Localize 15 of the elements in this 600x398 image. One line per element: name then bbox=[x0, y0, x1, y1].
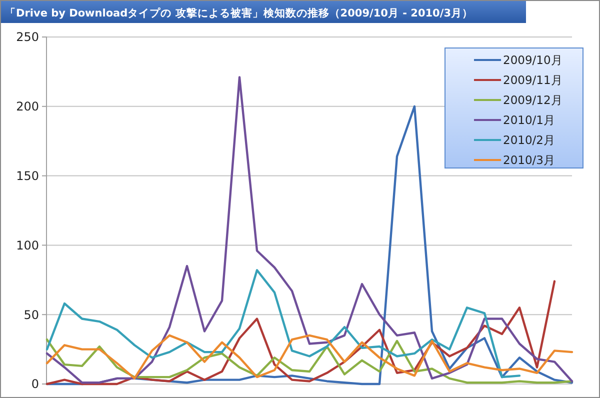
y-tick-label: 0 bbox=[31, 377, 39, 392]
y-tick-label: 50 bbox=[24, 308, 39, 322]
legend-label: 2009/10月 bbox=[503, 53, 563, 68]
line-series bbox=[46, 280, 556, 386]
line-series bbox=[46, 269, 521, 378]
legend-label: 2009/11月 bbox=[503, 73, 563, 88]
y-tick-label: 150 bbox=[16, 169, 39, 183]
y-tick-label: 200 bbox=[16, 100, 39, 114]
chart-title: 「Drive by Downloadタイプの 攻撃による被害」検知数の推移（2009/10月 - 2010/3月） bbox=[5, 6, 474, 20]
y-tick-label: 100 bbox=[16, 238, 39, 252]
legend-label: 2010/3月 bbox=[503, 153, 556, 168]
legend-label: 2009/12月 bbox=[503, 93, 563, 108]
legend-label: 2010/2月 bbox=[503, 133, 556, 148]
y-tick-label: 250 bbox=[16, 30, 39, 44]
legend-label: 2010/1月 bbox=[503, 113, 556, 128]
